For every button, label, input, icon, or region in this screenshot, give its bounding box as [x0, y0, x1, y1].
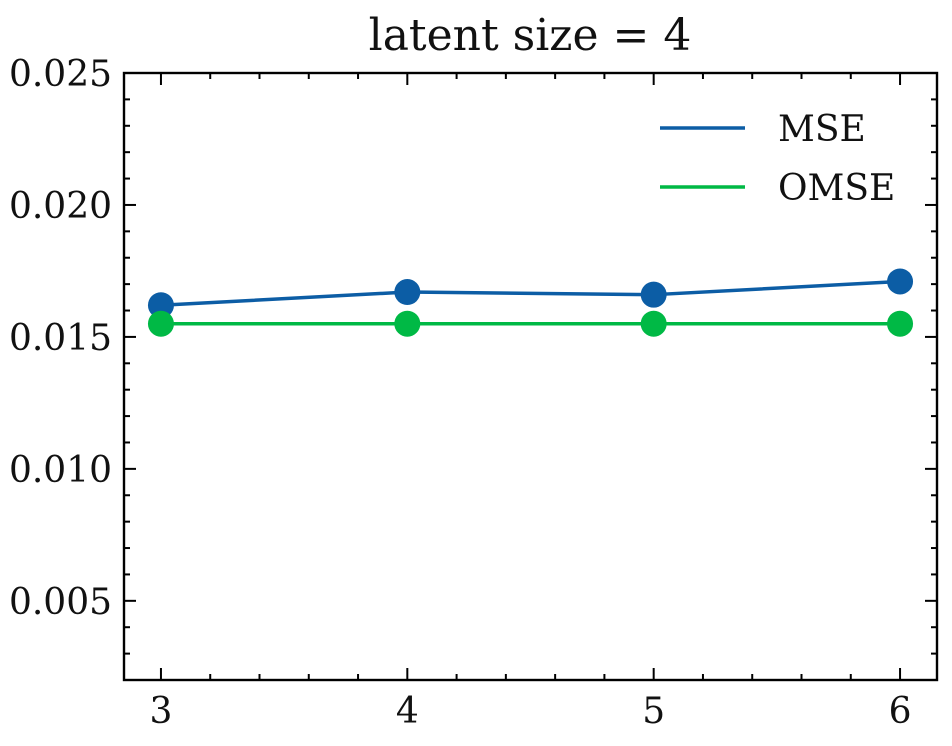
data-point	[887, 310, 914, 337]
x-tick-label: 6	[889, 691, 912, 732]
series-mse	[147, 268, 914, 319]
axis-ticks: 0.005 0.010 0.015 0.020 0.025 3 4 5 6	[9, 54, 937, 732]
y-tick-label: 0.015	[9, 318, 112, 359]
legend-label: OMSE	[778, 168, 895, 209]
y-tick-label: 0.025	[9, 54, 112, 95]
data-point	[887, 268, 914, 295]
data-point	[394, 279, 421, 306]
series-line	[160, 279, 901, 307]
x-tick-label: 3	[150, 691, 173, 732]
y-tick-label: 0.020	[9, 186, 112, 227]
legend-entry-mse: MSE	[660, 109, 866, 150]
chart-title: latent size = 4	[369, 10, 692, 61]
x-tick-label: 5	[642, 691, 665, 732]
axes-frame	[122, 71, 939, 682]
y-tick-label: 0.005	[9, 582, 112, 623]
data-point	[394, 310, 421, 337]
legend-entry-omse: OMSE	[660, 168, 895, 209]
legend: MSE OMSE	[660, 109, 895, 209]
data-series	[147, 268, 914, 337]
y-tick-label: 0.010	[9, 450, 112, 491]
series-omse	[147, 310, 914, 337]
data-point	[640, 310, 667, 337]
x-tick-label: 4	[396, 691, 419, 732]
data-point	[147, 310, 174, 337]
legend-label: MSE	[778, 109, 866, 150]
data-point	[640, 281, 667, 308]
data-point	[147, 292, 174, 319]
